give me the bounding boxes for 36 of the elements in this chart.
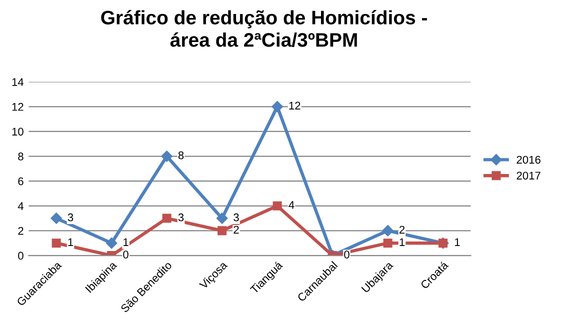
data-label: 0 (123, 250, 128, 258)
data-label: 0 (344, 250, 350, 258)
data-label: 1 (124, 238, 128, 246)
chart-title: Gráfico de redução de Homicídios - área da 2ªCia/3ºBPM (101, 10, 427, 48)
y-tick-label: 6 (18, 177, 24, 186)
legend-label: 2017 (516, 172, 540, 180)
point (218, 226, 227, 236)
point (272, 101, 283, 112)
data-label: 2 (399, 226, 405, 234)
data-label: 1 (455, 238, 460, 246)
data-label: 1 (400, 238, 405, 246)
point (216, 212, 228, 224)
data-label: 3 (68, 213, 74, 222)
point (162, 214, 172, 223)
data-label: 3 (234, 213, 239, 222)
y-tick-label: 10 (12, 128, 24, 136)
y-tick-label: 12 (12, 102, 24, 111)
point (106, 238, 118, 249)
point (272, 201, 282, 210)
y-tick-label: 2 (18, 226, 24, 235)
data-label: 8 (178, 151, 184, 160)
data-label: 4 (288, 201, 294, 209)
y-tick-label: 8 (18, 152, 24, 160)
point (52, 238, 61, 248)
y-tick-label: 4 (18, 202, 24, 210)
legend-label: 2016 (516, 156, 540, 164)
data-label: 3 (178, 213, 184, 222)
data-label: 1 (68, 238, 74, 246)
y-tick-label: 0 (18, 252, 24, 260)
point (382, 225, 394, 236)
point (383, 238, 392, 248)
data-label: 2 (234, 226, 239, 234)
point (161, 150, 172, 162)
point (50, 212, 62, 224)
y-tick-label: 14 (12, 78, 24, 86)
data-label: 12 (289, 102, 300, 110)
